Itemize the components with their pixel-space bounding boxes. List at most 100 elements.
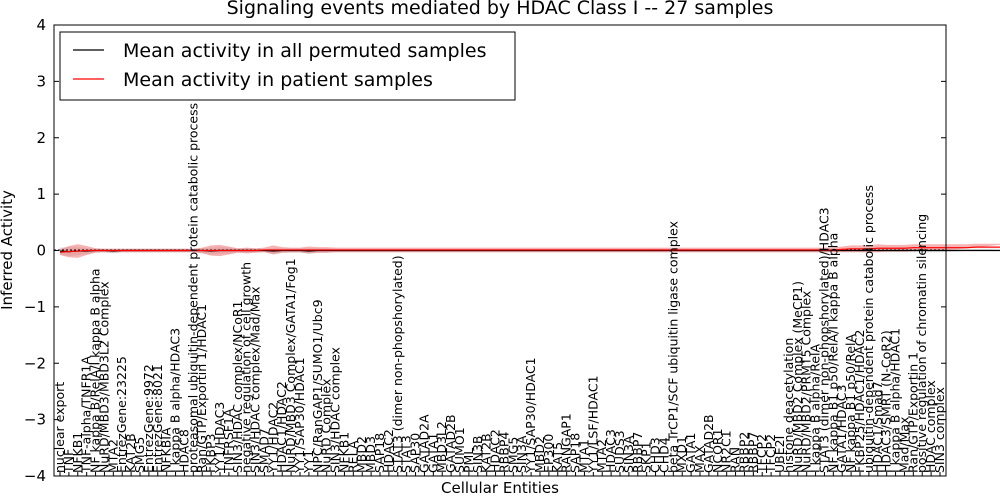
category-labels: nuclear exportTNFNFKB1TNF-alpha/TNFR1ANF… [52,103,947,476]
category-label: YY1/SAP30/HDAC1 [292,357,307,474]
category-label: TNF-alpha/TNFR1A [79,356,94,474]
category-label: HDAC2 [381,429,396,473]
category-label: MBD3 [363,436,378,473]
category-label: MBD2 [354,436,369,473]
legend-label-permuted: Mean activity in all permuted samples [123,40,486,62]
y-tick-label: −1 [24,298,46,316]
y-tick-label: 3 [36,72,46,90]
category-label: NR2C1 [719,430,734,473]
category-label: MBD2 [532,436,547,473]
category-label: RAN [728,447,743,473]
chart-title: Signaling events mediated by HDAC Class … [227,0,774,19]
category-label: GATAD2B [701,414,716,473]
category-label: YY1/HDAC3 [212,402,227,474]
category-label: SIN3B [470,436,485,474]
y-tick-label: 2 [36,129,46,147]
category-label: NuRD/MBD2 Complex (MeCP1) [790,281,805,473]
category-label: SMG5 [505,437,520,473]
category-label: STAT3 [399,435,414,473]
category-label: TFCP2 [763,434,778,474]
category-label: STAT3 (dimer non-phopshorylated) [390,255,405,473]
category-label: HDAC3/SMRT (N-CoR2) [879,330,894,473]
category-label: I kappa B alpha/RelA [808,343,823,473]
category-label: HDAC2 [488,429,503,473]
y-tick-label: 0 [36,242,46,260]
category-label: NuRD/MBD3 Complex/GATA1/Fog1 [283,258,298,473]
category-label: SMAD7 [256,428,271,473]
category-label: HDAC complex [923,380,938,473]
category-label: histone deacetylation [781,338,796,473]
category-label: NuRD/MBD2/PRMT5 Complex [799,291,814,473]
category-label: NFKB1 [70,432,85,473]
category-label: EntrezGene:8021 [150,364,165,473]
category-label: EntrezGene:23225 [114,356,129,473]
category-label: TFCP2 [754,434,769,474]
category-label: CHD4 [656,437,671,473]
y-tick-label: −2 [24,354,46,372]
category-label: TNFRSF1A [221,408,236,474]
category-label: YY1/LSF/HDAC1 [585,375,600,474]
category-label: SIN3/HDAC complex/NCoR1 [230,300,245,473]
category-label: EntrezGene:9972 [141,364,156,473]
category-label: CHD3 [648,437,663,473]
category-label: MTA2 [594,439,609,473]
category-label: STAT3 (dimer non-phopshorylated)/HDAC3 [816,207,831,473]
category-label: FKBP3 [203,434,218,473]
category-label: HDAC3 [603,429,618,473]
category-label: I kappa B alpha/HDAC3 [168,328,183,473]
category-label: MXD1 [674,436,689,473]
category-label: KAT2B [479,433,494,473]
category-label: I kappa B alpha/HDAC1 [888,328,903,473]
category-label: beta TrCP1/SCF ubiquitin ligase complex [665,221,680,473]
y-axis-ticks: −4 −3 −2 −1 0 1 2 3 4 [24,16,946,485]
category-label: RELA [345,440,360,473]
category-label: SIN3A [514,435,529,473]
category-label: RBBP7 [630,432,645,473]
category-label: SIN3 complex [932,387,947,473]
y-tick-label: 1 [36,185,46,203]
category-label: SIN3A [621,435,636,473]
category-label: NF kappa B1 p50/RelA/I kappa B alpha [825,233,840,473]
category-label: NF kappa B1 p50/RelA [843,333,858,473]
category-label: Ran/GTP/Exportin 1/HDAC1 [194,304,209,473]
legend-frame [59,31,516,101]
category-label: YY1/SAP30/HDAC1 [523,357,538,474]
category-label: HDAC1/Smad7 [870,381,885,473]
category-label: PML [461,448,476,473]
legend-label-patient: Mean activity in patient samples [123,69,433,91]
category-label: GATA1/HDAC3 [834,385,849,473]
category-label: SUDS3 [612,430,627,473]
x-axis-label: Cellular Entities [441,479,559,497]
category-label: GATA1 [683,433,698,473]
category-label: Mad/Max [896,417,911,473]
category-label: NPC/RanGAP1/SUMO1/Ubc9 [310,299,325,473]
category-label: NFKBIA [159,427,174,473]
category-label: SIN3/HDAC complex/Mad/Max [248,286,263,473]
category-label: GATAD2A [416,414,431,473]
y-axis-label: Inferred Activity [0,190,16,310]
category-label: KAT2B [123,433,138,473]
category-label: UBE2I [772,436,787,473]
category-label: NuRD Complex [319,379,334,473]
category-label: EP300 [541,434,556,473]
category-label: MAX [692,445,707,473]
category-label: SAP30 [408,433,423,473]
category-label: YY1/HDAC2 [265,402,280,474]
category-label: FKBP25/HDAC1/HDAC2 [852,330,867,473]
category-label: GATAD2B [443,414,458,473]
category-label: proteasomal ubiquitin-dependent protein … [185,103,200,473]
category-label: TNF [61,449,76,474]
category-label: SMG5 [132,437,147,473]
category-label: RBBP4 [496,432,511,473]
y-tick-label: −4 [24,467,46,485]
category-label: MTA1 [576,439,591,473]
category-label: NuRD/MBD3/MBD3L2 Complex [96,281,111,473]
y-tick-label: −3 [24,411,46,429]
category-label: YY1 [301,450,316,474]
category-label: SUMO1 [452,427,467,473]
series-lines [59,246,1000,253]
category-label: NF kappa B/RelA/I kappa B alpha [88,268,103,473]
category-label: SKP1 [639,441,654,473]
y-tick-label: 4 [36,16,46,34]
